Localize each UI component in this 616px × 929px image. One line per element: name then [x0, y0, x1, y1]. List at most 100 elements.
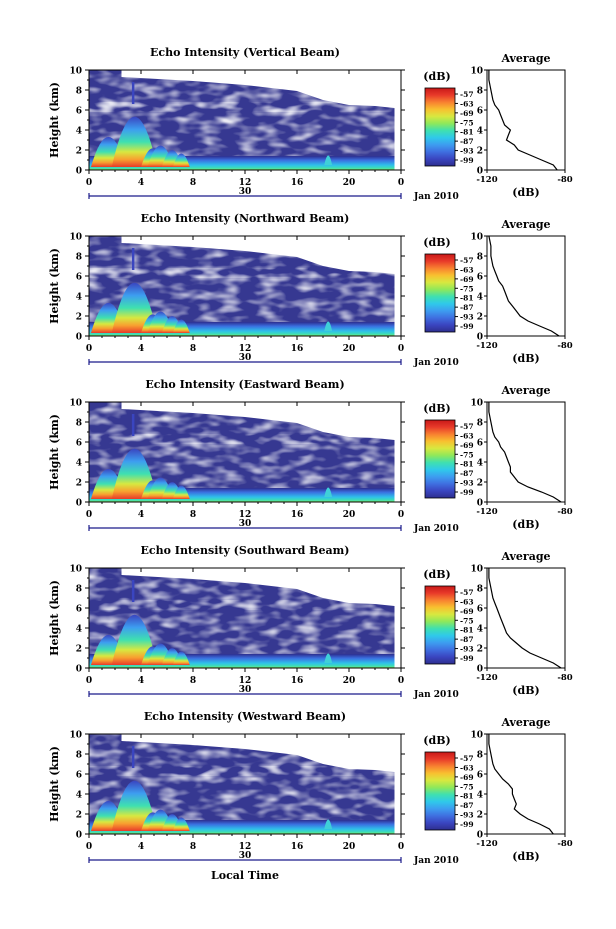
colorbar-tick-label: -87 — [460, 801, 474, 810]
profile-y-tick-label: 0 — [477, 167, 483, 177]
colorbar-tick-label: -75 — [460, 284, 474, 293]
x-tick-label: 4 — [138, 842, 144, 852]
y-tick-label: 2 — [76, 645, 82, 655]
date-label: 30 — [239, 685, 252, 695]
profile-y-tick-label: 2 — [477, 645, 483, 655]
profile-x-tick-label: -120 — [476, 673, 497, 683]
colorbar-tick-label: -63 — [460, 431, 474, 440]
colorbar — [424, 87, 456, 167]
y-axis-label: Height (km) — [48, 414, 61, 490]
date-label: 30 — [239, 519, 252, 529]
y-tick-label: 2 — [76, 811, 82, 821]
echo-heatmap — [89, 402, 401, 502]
colorbar-tick-label: -75 — [460, 782, 474, 791]
colorbar-tick-label: -57 — [460, 754, 474, 763]
colorbar-tick-label: -87 — [460, 137, 474, 146]
colorbar-tick-label: -93 — [460, 479, 474, 488]
profile-y-tick-label: 6 — [477, 605, 483, 615]
y-tick-label: 10 — [69, 565, 82, 575]
colorbar-tick-label: -57 — [460, 256, 474, 265]
colorbar — [424, 419, 456, 499]
profile-x-tick-label: -120 — [476, 839, 497, 849]
y-axis-label: Height (km) — [48, 82, 61, 158]
y-tick-label: 8 — [76, 751, 82, 761]
profile-x-label: (dB) — [512, 850, 539, 863]
profile-y-tick-label: 10 — [470, 731, 483, 741]
x-tick-label: 20 — [343, 676, 356, 686]
x-tick-label: 0 — [398, 178, 404, 188]
y-tick-label: 10 — [69, 399, 82, 409]
colorbar-tick-label: -75 — [460, 118, 474, 127]
colorbar-tick-label: -63 — [460, 763, 474, 772]
y-tick-label: 0 — [76, 167, 82, 177]
profile-frame — [486, 401, 566, 503]
x-tick-label: 20 — [343, 344, 356, 354]
profile-title: Average — [500, 52, 550, 65]
colorbar-tick-label: -63 — [460, 265, 474, 274]
colorbar-tick-label: -69 — [460, 441, 474, 450]
date-label: 30 — [239, 851, 252, 861]
colorbar — [424, 253, 456, 333]
x-tick-label: 0 — [398, 676, 404, 686]
y-tick-label: 10 — [69, 67, 82, 77]
y-tick-label: 10 — [69, 233, 82, 243]
colorbar-tick-label: -75 — [460, 450, 474, 459]
x-tick-label: 8 — [190, 178, 196, 188]
profile-y-tick-label: 10 — [470, 565, 483, 575]
profile-y-tick-label: 8 — [477, 585, 483, 595]
echo-heatmap — [89, 568, 401, 668]
profile-y-tick-label: 8 — [477, 419, 483, 429]
profile-x-tick-label: -120 — [476, 507, 497, 517]
x-tick-label: 16 — [291, 178, 304, 188]
y-axis-label: Height (km) — [48, 746, 61, 822]
colorbar — [424, 585, 456, 665]
x-tick-label: 0 — [86, 344, 92, 354]
date-label: 30 — [239, 353, 252, 363]
month-label: Jan 2010 — [413, 358, 459, 368]
profile-y-tick-label: 8 — [477, 253, 483, 263]
x-tick-label: 0 — [86, 178, 92, 188]
profile-x-label: (dB) — [512, 518, 539, 531]
beam-panel: Echo Intensity (Eastward Beam) 0 2 4 6 8 10 Hei… — [48, 378, 573, 534]
profile-frame — [486, 733, 566, 835]
profile-x-tick-label: -120 — [476, 341, 497, 351]
y-tick-label: 2 — [76, 313, 82, 323]
colorbar-tick-label: -69 — [460, 275, 474, 284]
beam-title: Echo Intensity (Eastward Beam) — [145, 378, 344, 391]
y-tick-label: 6 — [76, 439, 82, 449]
date-label: 30 — [239, 187, 252, 197]
profile-y-tick-label: 2 — [477, 811, 483, 821]
profile-y-tick-label: 0 — [477, 831, 483, 841]
profile-y-tick-label: 4 — [477, 459, 483, 469]
x-tick-label: 12 — [239, 178, 252, 188]
echo-heatmap — [89, 734, 401, 834]
y-tick-label: 4 — [76, 625, 82, 635]
profile-x-tick-label: -80 — [557, 507, 572, 517]
y-tick-label: 0 — [76, 831, 82, 841]
profile-y-tick-label: 0 — [477, 665, 483, 675]
y-tick-label: 2 — [76, 479, 82, 489]
x-tick-label: 0 — [86, 676, 92, 686]
profile-x-tick-label: -80 — [557, 175, 572, 185]
profile-y-tick-label: 4 — [477, 293, 483, 303]
x-tick-label: 8 — [190, 510, 196, 520]
x-tick-label: 20 — [343, 842, 356, 852]
profile-frame — [486, 69, 566, 171]
profile-y-tick-label: 8 — [477, 87, 483, 97]
profile-title: Average — [500, 218, 550, 231]
x-tick-label: 12 — [239, 344, 252, 354]
y-tick-label: 8 — [76, 585, 82, 595]
x-tick-label: 20 — [343, 510, 356, 520]
colorbar-unit: (dB) — [423, 236, 450, 249]
colorbar-tick-label: -99 — [460, 820, 474, 829]
x-tick-label: 4 — [138, 510, 144, 520]
profile-x-tick-label: -120 — [476, 175, 497, 185]
profile-y-tick-label: 2 — [477, 479, 483, 489]
profile-y-tick-label: 2 — [477, 313, 483, 323]
y-axis-label: Height (km) — [48, 248, 61, 324]
y-tick-label: 0 — [76, 665, 82, 675]
profile-frame — [486, 235, 566, 337]
profile-y-tick-label: 0 — [477, 333, 483, 343]
month-label: Jan 2010 — [413, 690, 459, 700]
colorbar-tick-label: -99 — [460, 654, 474, 663]
